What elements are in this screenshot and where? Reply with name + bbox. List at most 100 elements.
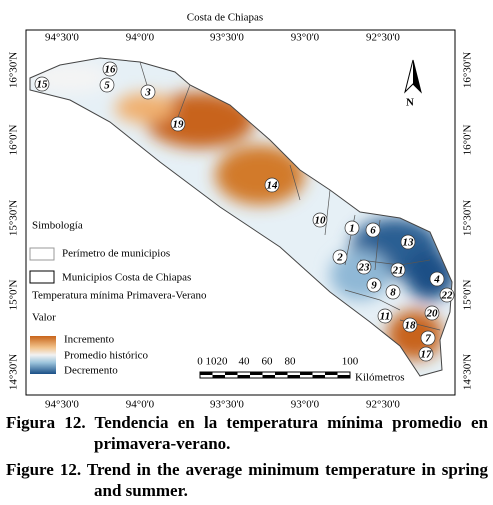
municipality-marker bbox=[418, 346, 434, 362]
municipality-marker bbox=[365, 222, 381, 238]
municipality-marker bbox=[344, 220, 360, 236]
scale-unit: Kilómetros bbox=[355, 372, 405, 384]
municipality-label: 8 bbox=[390, 287, 396, 299]
scale-segment bbox=[325, 372, 338, 375]
municipality-marker bbox=[390, 262, 406, 278]
longitude-label: 94°30'0 bbox=[45, 32, 79, 44]
municipality-marker bbox=[332, 249, 348, 265]
scale-segment bbox=[200, 372, 213, 375]
municipality-label: 18 bbox=[405, 320, 417, 332]
municipality-label: 10 bbox=[315, 215, 327, 227]
scale-label: 20 bbox=[217, 356, 229, 368]
scale-segment bbox=[250, 372, 263, 375]
scale-segment bbox=[275, 372, 288, 375]
scale-segment bbox=[300, 372, 313, 375]
latitude-label: 15°0'N bbox=[8, 280, 20, 311]
municipality-label: 23 bbox=[358, 262, 371, 274]
scale-label: 80 bbox=[285, 356, 297, 368]
municipality-marker bbox=[400, 234, 416, 250]
legend-subtitle: Temperatura mínima Primavera-Verano bbox=[32, 290, 207, 302]
longitude-label: 92°30'0 bbox=[366, 32, 400, 44]
municipality-marker bbox=[264, 177, 280, 193]
municipality-label: 17 bbox=[421, 349, 433, 361]
scale-label: 10 bbox=[206, 356, 218, 368]
legend-ramp-label: Incremento bbox=[64, 334, 115, 346]
municipality-label: 11 bbox=[380, 311, 390, 323]
municipality-label: 9 bbox=[371, 280, 377, 292]
municipality-marker bbox=[377, 308, 393, 324]
municipality-marker bbox=[385, 284, 401, 300]
latitude-label: 15°0'N bbox=[462, 280, 474, 311]
municipality-marker bbox=[429, 271, 445, 287]
longitude-label: 93°0'0 bbox=[291, 32, 320, 44]
legend-swatch bbox=[29, 270, 55, 284]
municipality-label: 3 bbox=[144, 87, 151, 99]
municipality-label: 1 bbox=[349, 223, 355, 235]
longitude-label: 94°30'0 bbox=[45, 399, 79, 410]
municipality-label: 6 bbox=[370, 225, 376, 237]
municipality-label: 13 bbox=[403, 237, 415, 249]
longitude-label: 93°30'0 bbox=[210, 399, 244, 410]
municipality-marker bbox=[170, 116, 186, 132]
municipality-marker bbox=[140, 84, 156, 100]
municipality-label: 7 bbox=[425, 333, 431, 345]
latitude-label: 16°30'N bbox=[8, 52, 20, 88]
municipality-marker bbox=[420, 330, 436, 346]
scale-segment bbox=[287, 375, 300, 378]
latitude-label: 16°0'N bbox=[8, 125, 20, 156]
municipality-label: 22 bbox=[441, 290, 454, 302]
legend-title: Simbología bbox=[32, 220, 83, 232]
municipality-marker bbox=[99, 77, 115, 93]
scale-segment bbox=[237, 375, 250, 378]
scale-label: 60 bbox=[262, 356, 274, 368]
municipality-label: 21 bbox=[392, 265, 404, 277]
longitude-label: 93°0'0 bbox=[291, 399, 320, 410]
legend-ramp bbox=[30, 336, 56, 374]
municipality-label: 19 bbox=[173, 119, 185, 131]
legend-value-title: Valor bbox=[32, 312, 56, 324]
scale-label: 100 bbox=[342, 356, 359, 368]
scale-segment bbox=[262, 375, 275, 378]
map-title: Costa de Chiapas bbox=[187, 12, 263, 24]
latitude-label: 14°30'N bbox=[462, 354, 474, 390]
caption-en: Figure 12. Trend in the average minimum … bbox=[6, 460, 488, 500]
municipality-label: 14 bbox=[267, 180, 279, 192]
municipality-label: 20 bbox=[426, 308, 439, 320]
longitude-label: 94°0'0 bbox=[126, 32, 155, 44]
scale-label: 0 bbox=[197, 356, 203, 368]
north-label: N bbox=[406, 97, 414, 109]
municipality-marker bbox=[366, 277, 382, 293]
latitude-label: 14°30'N bbox=[8, 354, 20, 390]
scale-segment bbox=[225, 372, 238, 375]
legend-item: Perímetro de municipios bbox=[62, 248, 170, 260]
legend-ramp-label: Promedio histórico bbox=[64, 350, 149, 362]
legend-ramp-label: Decremento bbox=[64, 365, 118, 377]
municipality-label: 2 bbox=[336, 252, 343, 264]
scale-label: 40 bbox=[239, 356, 251, 368]
scale-segment bbox=[337, 375, 350, 378]
latitude-label: 16°0'N bbox=[462, 125, 474, 156]
caption-es: Figura 12. Tendencia en la temperatura m… bbox=[6, 413, 488, 453]
latitude-label: 16°30'N bbox=[462, 52, 474, 88]
municipality-marker bbox=[402, 317, 418, 333]
scale-segment bbox=[212, 375, 225, 378]
north-arrow bbox=[404, 59, 422, 94]
latitude-label: 15°30'N bbox=[462, 200, 474, 236]
legend-swatch bbox=[29, 247, 55, 261]
scale-segment bbox=[312, 375, 325, 378]
longitude-label: 93°30'0 bbox=[210, 32, 244, 44]
municipality-marker bbox=[312, 212, 328, 228]
longitude-label: 92°30'0 bbox=[366, 399, 400, 410]
municipality-label: 5 bbox=[104, 80, 110, 92]
municipality-label: 4 bbox=[433, 274, 440, 286]
municipality-marker bbox=[424, 305, 440, 321]
municipality-marker bbox=[34, 76, 50, 92]
municipality-label: 15 bbox=[37, 79, 49, 91]
municipality-marker bbox=[439, 287, 455, 303]
longitude-label: 94°0'0 bbox=[126, 399, 155, 410]
legend-item: Municipios Costa de Chiapas bbox=[62, 272, 191, 284]
municipality-marker bbox=[102, 61, 118, 77]
scale-bar bbox=[199, 371, 351, 379]
latitude-label: 15°30'N bbox=[8, 200, 20, 236]
